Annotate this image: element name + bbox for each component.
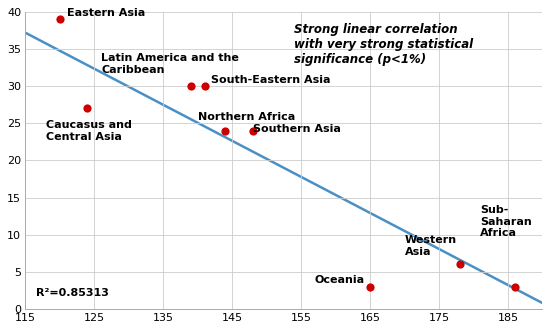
Point bbox=[186, 83, 195, 89]
Text: Strong linear correlation
with very strong statistical
significance (p<1%): Strong linear correlation with very stro… bbox=[294, 23, 474, 66]
Point bbox=[83, 106, 92, 111]
Text: Oceania: Oceania bbox=[315, 275, 365, 285]
Text: Eastern Asia: Eastern Asia bbox=[67, 8, 145, 18]
Point bbox=[56, 16, 64, 22]
Text: Western
Asia: Western Asia bbox=[405, 235, 456, 257]
Point bbox=[221, 128, 230, 133]
Text: South-Eastern Asia: South-Eastern Asia bbox=[211, 75, 331, 84]
Text: Southern Asia: Southern Asia bbox=[253, 124, 340, 134]
Text: Caucasus and
Central Asia: Caucasus and Central Asia bbox=[46, 120, 132, 142]
Point bbox=[455, 262, 464, 267]
Point bbox=[366, 284, 375, 289]
Point bbox=[200, 83, 209, 89]
Text: Sub-
Saharan
Africa: Sub- Saharan Africa bbox=[480, 205, 532, 238]
Point bbox=[510, 284, 519, 289]
Text: R²=0.85313: R²=0.85313 bbox=[36, 288, 108, 298]
Point bbox=[249, 128, 257, 133]
Text: Northern Africa: Northern Africa bbox=[197, 112, 295, 122]
Text: Latin America and the
Caribbean: Latin America and the Caribbean bbox=[101, 53, 239, 75]
